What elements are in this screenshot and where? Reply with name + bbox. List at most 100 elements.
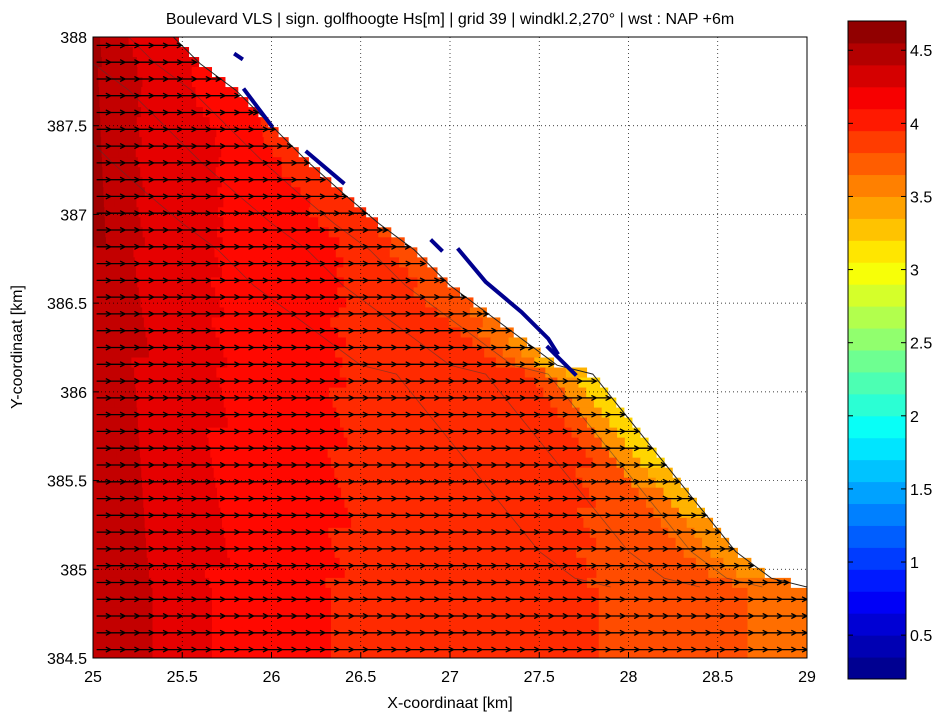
field-cell [107, 67, 114, 78]
field-cell [514, 487, 541, 499]
field-cell [308, 247, 323, 258]
field-cell [117, 67, 124, 78]
field-cell [122, 647, 154, 658]
field-cell [170, 517, 197, 529]
field-cell [212, 607, 243, 619]
field-cell [198, 137, 208, 148]
field-cell [360, 647, 392, 658]
field-cell [503, 427, 527, 439]
field-cell [234, 167, 245, 178]
field-cell [420, 587, 451, 599]
field-cell [390, 607, 421, 619]
x-tick-label: 28 [620, 669, 638, 686]
field-cell [207, 307, 225, 319]
field-cell [502, 347, 522, 359]
field-cell [668, 557, 697, 569]
field-cell [456, 567, 486, 579]
field-cell [331, 537, 359, 549]
field-cell [142, 67, 148, 78]
field-cell [144, 187, 156, 198]
field-cell [628, 637, 659, 649]
field-cell [125, 97, 133, 108]
field-cell [115, 407, 138, 419]
field-cell [302, 527, 329, 539]
field-cell [629, 547, 658, 559]
field-cell [703, 577, 733, 589]
field-cell [131, 357, 152, 369]
field-cell [211, 317, 230, 329]
field-cell [181, 67, 188, 78]
field-cell [307, 387, 330, 399]
field-cell [145, 327, 164, 339]
field-cell [194, 317, 213, 329]
field-cell [615, 577, 646, 589]
colorbar-tick-label: 4.5 [910, 43, 932, 60]
field-cell [257, 447, 282, 459]
field-cell [131, 127, 140, 138]
field-cell [402, 277, 419, 289]
field-cell [93, 37, 98, 48]
field-cell [110, 327, 129, 339]
field-cell [163, 447, 188, 459]
field-cell [155, 187, 167, 198]
field-cell [191, 77, 198, 88]
field-cell [196, 97, 204, 108]
field-cell [532, 437, 557, 449]
field-cell [358, 467, 384, 479]
field-cell [142, 37, 147, 48]
field-cell [296, 577, 327, 589]
field-cell [539, 617, 570, 629]
field-cell [164, 457, 189, 469]
field-cell [310, 197, 322, 208]
field-cell [286, 467, 311, 479]
field-cell [279, 187, 291, 198]
field-cell [166, 277, 183, 289]
field-cell [353, 217, 367, 228]
field-cell [109, 77, 116, 88]
field-cell [261, 467, 287, 479]
field-cell [147, 87, 154, 98]
field-cell [372, 567, 402, 579]
field-cell [686, 517, 714, 529]
field-cell [164, 37, 169, 48]
field-cell [156, 47, 162, 58]
field-cell [152, 597, 183, 609]
field-cell [319, 367, 341, 379]
field-cell [468, 447, 493, 459]
field-cell [187, 167, 198, 178]
field-cell [509, 637, 540, 649]
field-cell [138, 287, 155, 299]
field-cell [645, 577, 675, 589]
field-cell [219, 87, 227, 98]
field-cell [176, 47, 182, 58]
arrow-row [96, 545, 735, 552]
field-cell [350, 267, 366, 278]
field-cell [480, 517, 507, 529]
field-cell [402, 407, 426, 419]
field-cell [180, 327, 199, 339]
field-cell [596, 537, 624, 549]
field-cell [606, 477, 632, 489]
field-cell [96, 37, 101, 48]
field-cell [153, 37, 158, 48]
field-cell [229, 427, 254, 439]
field-cell [141, 467, 166, 479]
arrow-row [96, 143, 294, 150]
field-cell [270, 217, 284, 228]
field-cell [118, 237, 133, 248]
field-cell [227, 187, 239, 198]
field-cell [304, 537, 332, 549]
field-cell [109, 137, 118, 148]
field-cell [146, 37, 151, 48]
field-cell [172, 297, 189, 309]
colorbar-tick-label: 2.5 [910, 336, 932, 353]
field-cell [142, 177, 154, 188]
field-cell [100, 47, 106, 58]
field-cell [172, 47, 178, 58]
field-cell [177, 167, 188, 178]
field-cell [204, 147, 214, 158]
field-cell [420, 647, 451, 658]
field-cell [145, 527, 173, 539]
field-cell [641, 557, 670, 569]
field-cell [542, 417, 566, 429]
